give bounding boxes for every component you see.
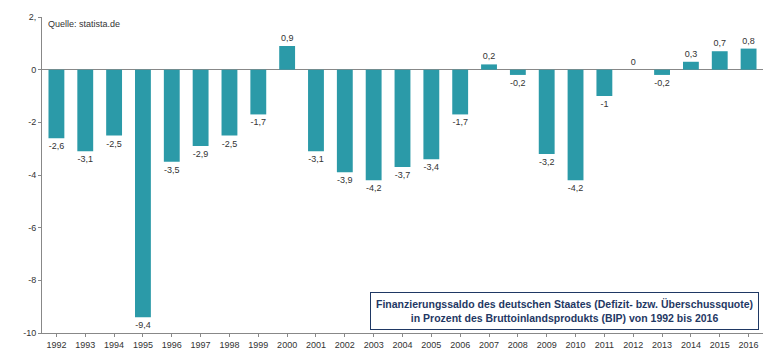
svg-text:2005: 2005 [421, 340, 441, 350]
svg-text:2015: 2015 [710, 340, 730, 350]
svg-text:-4,2: -4,2 [568, 183, 584, 193]
svg-text:2011: 2011 [595, 340, 614, 350]
svg-text:2008: 2008 [508, 340, 528, 350]
svg-text:0,9: 0,9 [281, 33, 294, 43]
svg-text:-1: -1 [600, 99, 608, 109]
svg-text:-9,4: -9,4 [135, 320, 151, 330]
svg-text:-3,1: -3,1 [78, 154, 94, 164]
svg-text:1998: 1998 [219, 340, 239, 350]
svg-text:-2,6: -2,6 [49, 141, 65, 151]
svg-text:-1,7: -1,7 [452, 117, 468, 127]
svg-text:2006: 2006 [450, 340, 470, 350]
svg-text:-4,2: -4,2 [366, 183, 382, 193]
svg-text:2010: 2010 [566, 340, 586, 350]
svg-text:-0,2: -0,2 [654, 78, 670, 88]
svg-text:2014: 2014 [681, 340, 701, 350]
svg-text:0,3: 0,3 [685, 49, 698, 59]
svg-text:Quelle: statista.de: Quelle: statista.de [48, 19, 120, 29]
svg-text:-2: -2 [28, 117, 36, 127]
svg-text:Finanzierungssaldo des deutsch: Finanzierungssaldo des deutschen Staates… [376, 298, 753, 324]
svg-text:2013: 2013 [652, 340, 672, 350]
svg-text:-2,5: -2,5 [106, 139, 122, 149]
svg-text:-10: -10 [23, 328, 36, 338]
svg-text:2016: 2016 [739, 340, 759, 350]
svg-text:-6: -6 [28, 223, 36, 233]
svg-text:-3,7: -3,7 [395, 170, 411, 180]
svg-text:2002: 2002 [335, 340, 355, 350]
svg-text:2009: 2009 [537, 340, 557, 350]
svg-text:2,: 2, [29, 12, 37, 22]
svg-text:1995: 1995 [133, 340, 153, 350]
svg-text:0,7: 0,7 [713, 38, 726, 48]
svg-text:2012: 2012 [623, 340, 643, 350]
svg-text:0,8: 0,8 [742, 36, 755, 46]
svg-text:0: 0 [31, 65, 36, 75]
svg-text:1997: 1997 [191, 340, 211, 350]
svg-text:2004: 2004 [392, 340, 412, 350]
svg-text:-2,9: -2,9 [193, 149, 209, 159]
svg-text:1994: 1994 [104, 340, 124, 350]
svg-text:-3,4: -3,4 [424, 162, 440, 172]
svg-text:-2,5: -2,5 [222, 139, 238, 149]
svg-text:-3,2: -3,2 [539, 157, 555, 167]
svg-text:1996: 1996 [162, 340, 182, 350]
svg-text:2001: 2001 [306, 340, 326, 350]
svg-text:-3,9: -3,9 [337, 175, 353, 185]
svg-text:0,2: 0,2 [483, 51, 496, 61]
svg-text:2007: 2007 [479, 340, 499, 350]
svg-text:-1,7: -1,7 [251, 117, 267, 127]
svg-text:-4: -4 [28, 170, 36, 180]
svg-text:2003: 2003 [364, 340, 384, 350]
svg-text:1992: 1992 [46, 340, 66, 350]
svg-text:1999: 1999 [248, 340, 268, 350]
svg-text:-3,5: -3,5 [164, 165, 180, 175]
svg-text:1993: 1993 [75, 340, 95, 350]
svg-text:2000: 2000 [277, 340, 297, 350]
svg-text:0: 0 [631, 57, 636, 67]
svg-text:-8: -8 [28, 275, 36, 285]
svg-text:-0,2: -0,2 [510, 78, 526, 88]
svg-text:-3,1: -3,1 [308, 154, 324, 164]
